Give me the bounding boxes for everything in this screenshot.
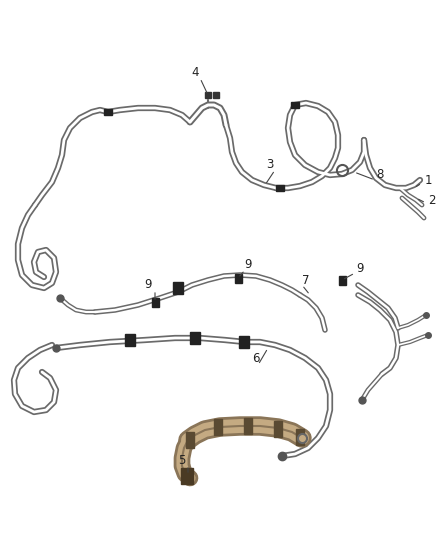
Text: 7: 7 bbox=[302, 273, 310, 287]
Bar bbox=[173, 282, 183, 294]
Text: 9: 9 bbox=[244, 259, 252, 271]
Text: 9: 9 bbox=[144, 279, 152, 292]
Bar bbox=[234, 273, 241, 282]
Bar bbox=[125, 334, 135, 346]
Bar bbox=[276, 185, 284, 191]
Text: 6: 6 bbox=[252, 351, 260, 365]
Text: 1: 1 bbox=[424, 174, 432, 187]
Text: 8: 8 bbox=[376, 168, 384, 182]
Bar bbox=[296, 429, 304, 445]
Bar bbox=[291, 102, 299, 108]
Bar bbox=[239, 336, 249, 348]
Text: 3: 3 bbox=[266, 158, 274, 172]
Text: 9: 9 bbox=[356, 262, 364, 274]
Bar bbox=[181, 468, 193, 484]
Bar bbox=[244, 418, 252, 434]
Bar bbox=[339, 276, 346, 285]
Text: 5: 5 bbox=[178, 454, 186, 466]
Bar bbox=[186, 432, 194, 448]
Bar bbox=[274, 421, 282, 437]
Text: 2: 2 bbox=[428, 193, 436, 206]
Text: 4: 4 bbox=[191, 66, 199, 78]
Bar bbox=[152, 297, 159, 306]
Bar bbox=[214, 419, 222, 435]
Bar bbox=[104, 109, 112, 115]
Bar bbox=[190, 332, 200, 344]
